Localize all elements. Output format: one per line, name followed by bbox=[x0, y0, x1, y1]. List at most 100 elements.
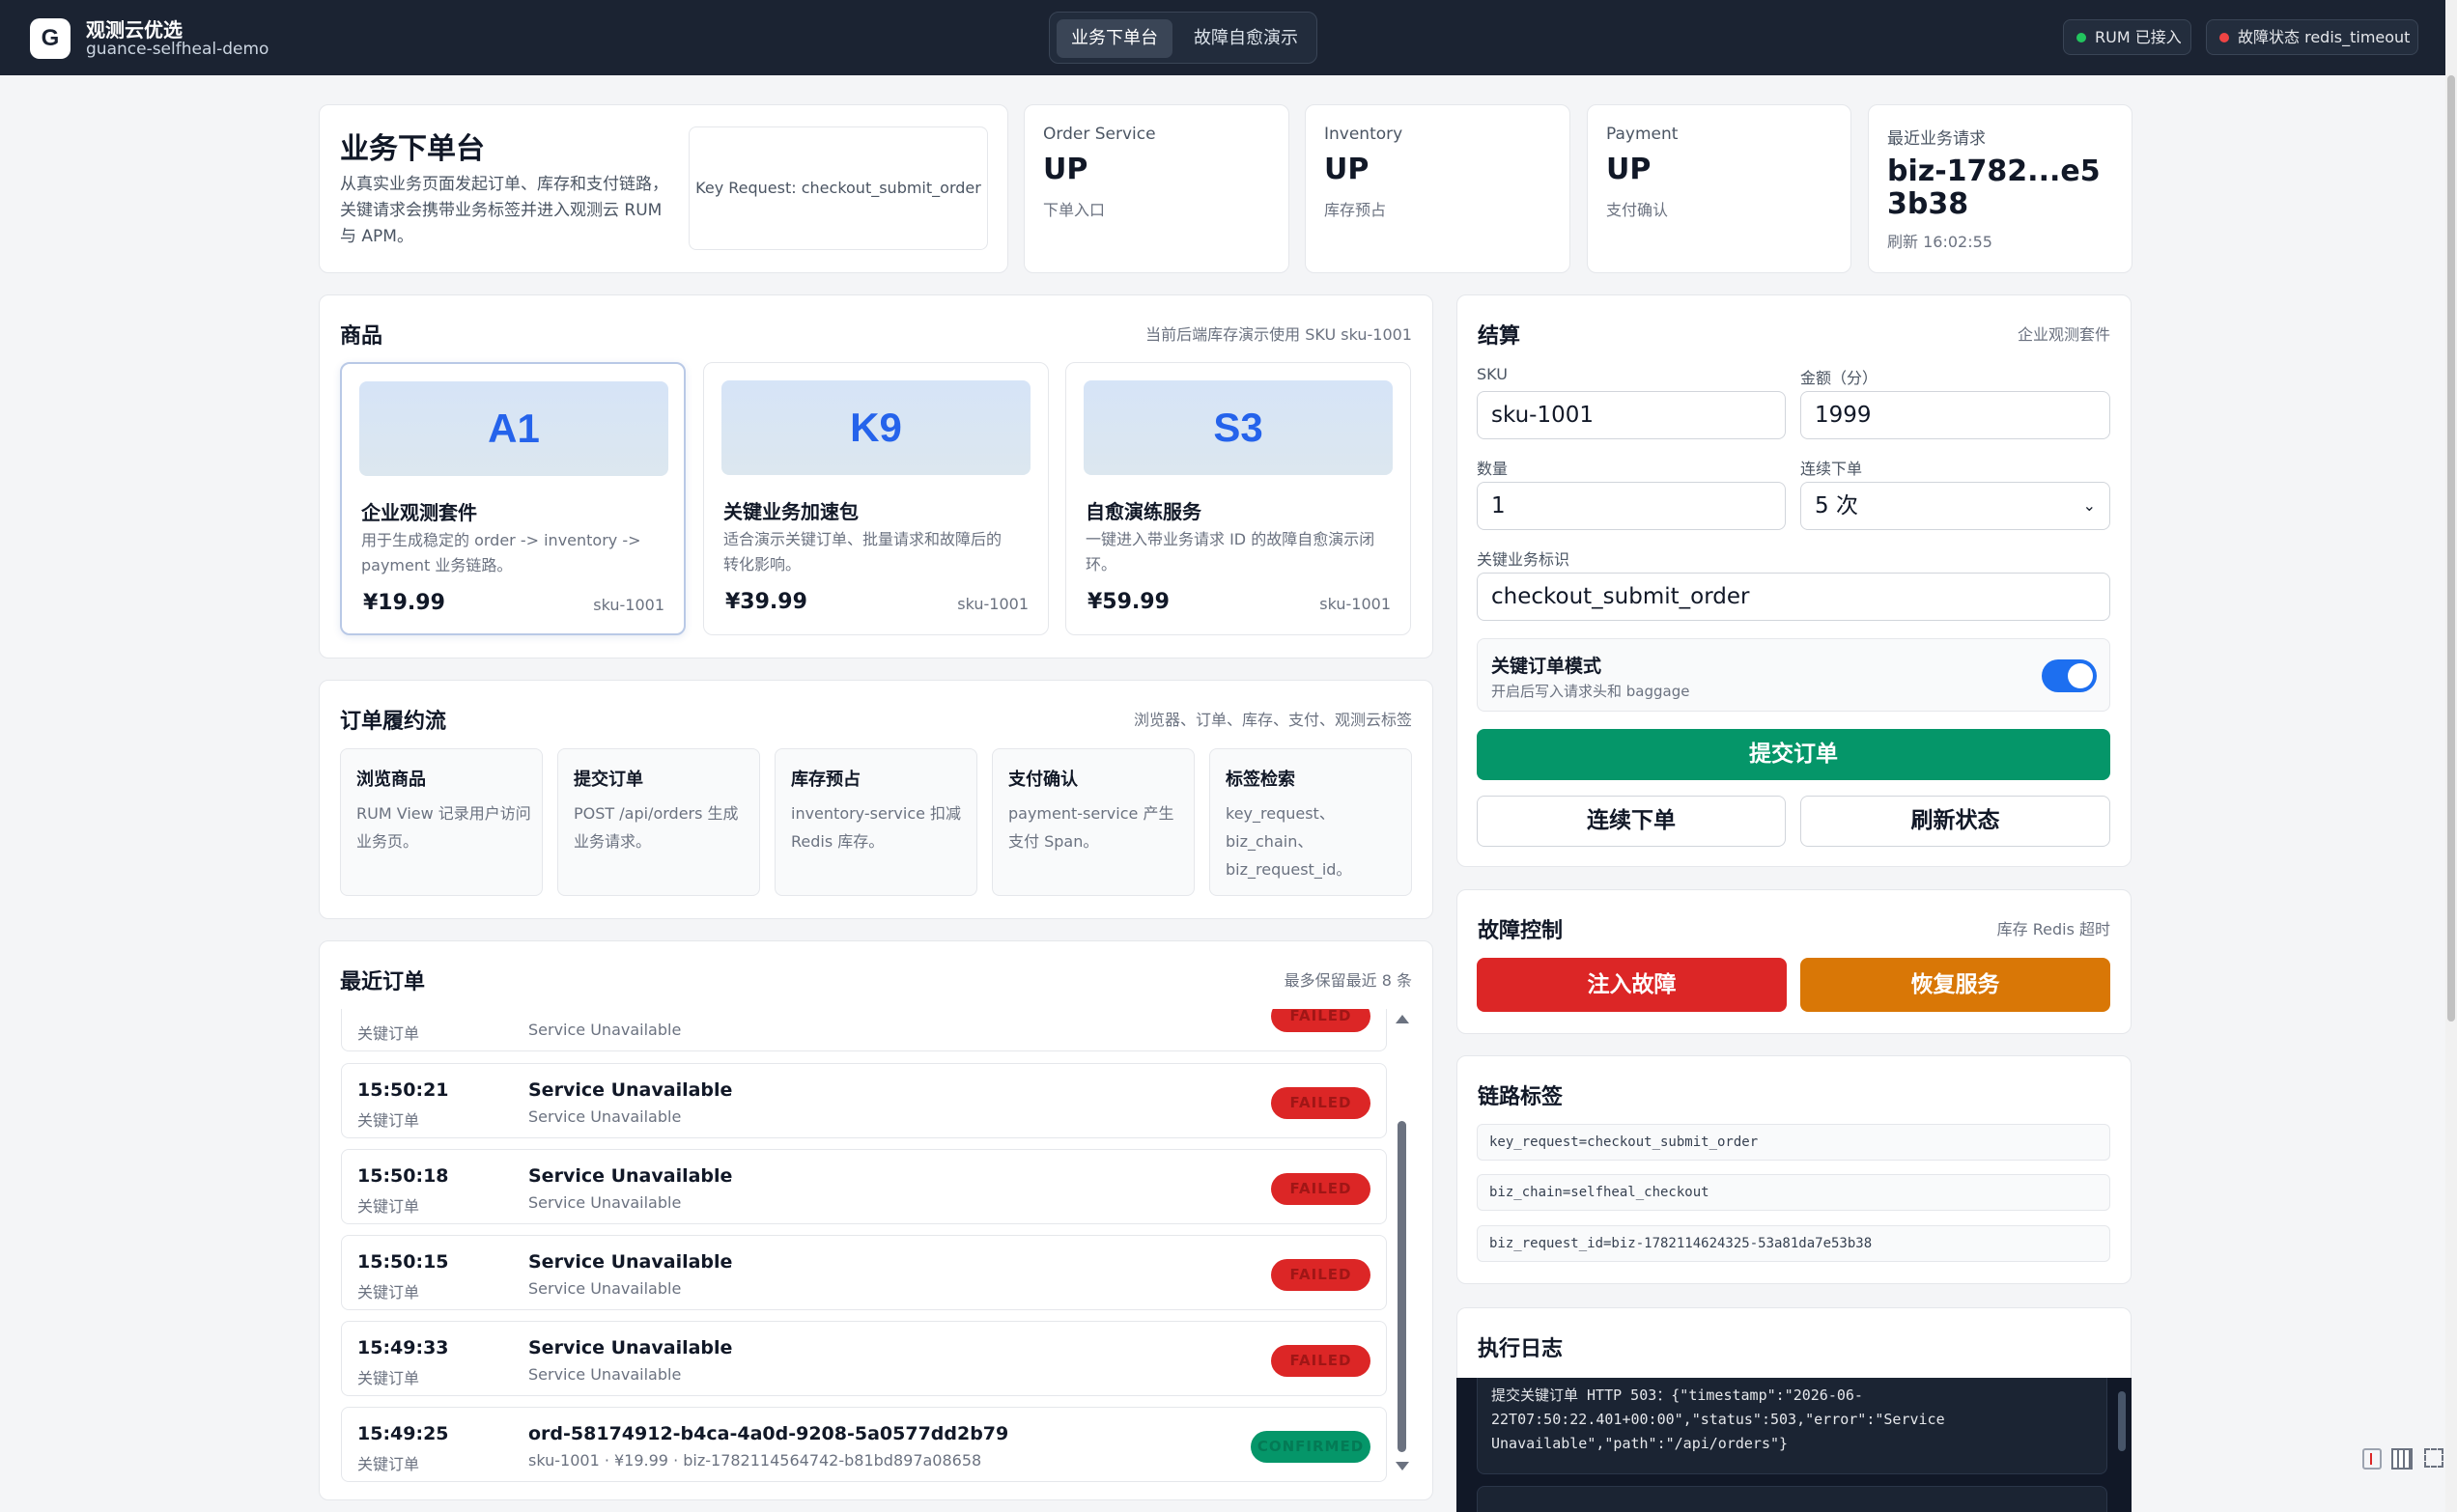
products-note: 当前后端库存演示使用 SKU sku-1001 bbox=[1145, 325, 1412, 344]
scroll-down-icon[interactable] bbox=[1396, 1462, 1409, 1470]
submit-order-button[interactable]: 提交订单 bbox=[1477, 729, 2110, 780]
order-detail: Service Unavailable bbox=[528, 1279, 682, 1298]
product-sku: sku-1001 bbox=[593, 596, 664, 614]
status-badge: FAILED bbox=[1271, 1087, 1370, 1119]
scroll-up-icon[interactable] bbox=[1396, 1015, 1409, 1023]
tab-order-desk[interactable]: 业务下单台 bbox=[1057, 19, 1172, 58]
order-row[interactable]: 15:49:33 关键订单 Service Unavailable Servic… bbox=[341, 1321, 1387, 1396]
order-detail: Service Unavailable bbox=[528, 1193, 682, 1212]
app-name: 观测云优选 bbox=[86, 18, 183, 42]
checkout-note: 企业观测套件 bbox=[2017, 325, 2110, 344]
key-mode-toggle[interactable] bbox=[2042, 659, 2097, 692]
order-type: 关键订单 bbox=[357, 1283, 420, 1302]
document-icon[interactable] bbox=[2362, 1448, 2382, 1470]
order-time: 15:50:18 bbox=[357, 1165, 449, 1187]
product-name: 企业观测套件 bbox=[361, 501, 477, 524]
flow-step-payment: 支付确认 payment-service 产生支付 Span。 bbox=[992, 748, 1195, 896]
latest-request-label: 最近业务请求 bbox=[1887, 129, 1986, 149]
refresh-status-button[interactable]: 刷新状态 bbox=[1800, 796, 2110, 847]
order-row[interactable]: 15:50:18 关键订单 Service Unavailable Servic… bbox=[341, 1149, 1387, 1224]
product-thumbnail: S3 bbox=[1084, 380, 1393, 475]
flow-step-inventory: 库存预占 inventory-service 扣减 Redis 库存。 bbox=[775, 748, 977, 896]
latest-request-refresh: 刷新 16:02:55 bbox=[1887, 233, 1992, 251]
service-name: Payment bbox=[1606, 125, 1679, 144]
recover-service-button[interactable]: 恢复服务 bbox=[1800, 958, 2110, 1012]
flow-step-tags: 标签检索 key_request、biz_chain、biz_request_i… bbox=[1209, 748, 1412, 896]
keyboard-icon[interactable] bbox=[2391, 1448, 2413, 1470]
order-type: 关键订单 bbox=[357, 1024, 420, 1043]
fault-control-note: 库存 Redis 超时 bbox=[1996, 920, 2110, 938]
product-card-s3[interactable]: S3 自愈演练服务 一键进入带业务请求 ID 的故障自愈演示闭环。 ¥59.99… bbox=[1065, 362, 1411, 635]
order-row[interactable]: 15:50:21 关键订单 Service Unavailable Servic… bbox=[341, 1063, 1387, 1138]
order-row[interactable]: 15:50:15 关键订单 Service Unavailable Servic… bbox=[341, 1235, 1387, 1310]
order-time: 15:50:15 bbox=[357, 1251, 449, 1273]
orders-scrollbar[interactable] bbox=[1395, 1010, 1409, 1479]
quantity-label: 数量 bbox=[1477, 460, 1509, 478]
orders-list[interactable]: 关键订单 Service Unavailable FAILED 15:50:21… bbox=[341, 1009, 1387, 1492]
scrollbar-thumb[interactable] bbox=[1398, 1121, 1406, 1452]
order-detail: sku-1001 · ¥19.99 · biz-1782114564742-b8… bbox=[528, 1451, 982, 1470]
fullscreen-icon[interactable] bbox=[2424, 1448, 2443, 1468]
flow-step-title: 支付确认 bbox=[1008, 770, 1078, 790]
rum-status-pill: RUM 已接入 bbox=[2063, 19, 2191, 55]
products-title: 商品 bbox=[340, 324, 383, 349]
exec-log-console: 提交关键订单 HTTP 503：{"timestamp":"2026-06-22… bbox=[1456, 1378, 2132, 1512]
log-entry: 提交关键订单 HTTP 503：{"timestamp":"2026-06-22… bbox=[1477, 1378, 2107, 1474]
key-mode-desc: 开启后写入请求头和 baggage bbox=[1491, 683, 1690, 700]
top-bar: G 观测云优选 guance-selfheal-demo 业务下单台 故障自愈演… bbox=[0, 0, 2457, 75]
service-name: Order Service bbox=[1043, 125, 1156, 144]
order-detail: Service Unavailable bbox=[528, 1107, 682, 1126]
exec-log-title: 执行日志 bbox=[1478, 1337, 1564, 1361]
service-card-order: Order Service UP 下单入口 bbox=[1024, 104, 1289, 273]
order-detail: Service Unavailable bbox=[528, 1365, 682, 1384]
product-description: 一键进入带业务请求 ID 的故障自愈演示闭环。 bbox=[1086, 530, 1375, 574]
fulfillment-title: 订单履约流 bbox=[340, 710, 447, 734]
quantity-input[interactable]: 1 bbox=[1477, 482, 1786, 530]
page-title: 业务下单台 bbox=[340, 132, 485, 166]
key-request-box: Key Request: checkout_submit_order bbox=[689, 126, 988, 250]
batch-select[interactable]: 5 次 ⌄ bbox=[1800, 482, 2110, 530]
service-note: 支付确认 bbox=[1606, 201, 1669, 219]
log-entry bbox=[1477, 1486, 2107, 1512]
chevron-down-icon: ⌄ bbox=[2082, 496, 2096, 515]
status-dot-icon bbox=[2219, 33, 2229, 42]
status-badge: FAILED bbox=[1271, 1259, 1370, 1291]
app-subtitle: guance-selfheal-demo bbox=[86, 40, 269, 59]
product-name: 自愈演练服务 bbox=[1086, 500, 1201, 523]
page-scrollbar[interactable] bbox=[2445, 0, 2457, 1512]
service-status: UP bbox=[1043, 153, 1088, 186]
sku-input[interactable]: sku-1001 bbox=[1477, 391, 1786, 439]
batch-order-button[interactable]: 连续下单 bbox=[1477, 796, 1786, 847]
trace-tag-biz-request-id: biz_request_id=biz-1782114624325-53a81da… bbox=[1477, 1225, 2110, 1262]
product-card-k9[interactable]: K9 关键业务加速包 适合演示关键订单、批量请求和故障后的转化影响。 ¥39.9… bbox=[703, 362, 1049, 635]
product-price: ¥59.99 bbox=[1087, 590, 1170, 614]
order-title: Service Unavailable bbox=[528, 1337, 733, 1358]
order-row[interactable]: 关键订单 Service Unavailable FAILED bbox=[341, 1009, 1387, 1051]
key-input[interactable]: checkout_submit_order bbox=[1477, 573, 2110, 621]
inject-fault-button[interactable]: 注入故障 bbox=[1477, 958, 1787, 1012]
order-row[interactable]: 15:49:25 关键订单 ord-58174912-b4ca-4a0d-920… bbox=[341, 1407, 1387, 1482]
flow-step-submit: 提交订单 POST /api/orders 生成业务请求。 bbox=[557, 748, 760, 896]
key-mode-toggle-row: 关键订单模式 开启后写入请求头和 baggage bbox=[1477, 638, 2110, 712]
flow-step-desc: key_request、biz_chain、biz_request_id。 bbox=[1226, 804, 1352, 879]
log-scrollbar-thumb[interactable] bbox=[2118, 1391, 2126, 1451]
status-dot-icon bbox=[2076, 33, 2086, 42]
product-sku: sku-1001 bbox=[957, 595, 1029, 613]
latest-request-value: biz-1782...e53b38 bbox=[1887, 154, 2101, 221]
fault-control-title: 故障控制 bbox=[1478, 919, 1564, 943]
product-thumbnail: A1 bbox=[359, 381, 668, 476]
page-scrollbar-thumb[interactable] bbox=[2447, 75, 2455, 1022]
tab-selfheal-demo[interactable]: 故障自愈演示 bbox=[1194, 28, 1298, 48]
amount-input[interactable]: 1999 bbox=[1800, 391, 2110, 439]
latest-request-card: 最近业务请求 biz-1782...e53b38 刷新 16:02:55 bbox=[1868, 104, 2132, 273]
batch-select-value: 5 次 bbox=[1815, 493, 1858, 518]
product-card-a1[interactable]: A1 企业观测套件 用于生成稳定的 order -> inventory -> … bbox=[340, 362, 686, 635]
recent-orders-title: 最近订单 bbox=[340, 970, 426, 994]
toggle-knob bbox=[2068, 663, 2093, 688]
order-time: 15:50:21 bbox=[357, 1079, 449, 1101]
product-price: ¥39.99 bbox=[725, 590, 807, 614]
order-type: 关键订单 bbox=[357, 1197, 420, 1216]
order-type: 关键订单 bbox=[357, 1455, 420, 1473]
amount-label: 金额（分） bbox=[1800, 369, 1878, 387]
product-price: ¥19.99 bbox=[363, 591, 445, 615]
